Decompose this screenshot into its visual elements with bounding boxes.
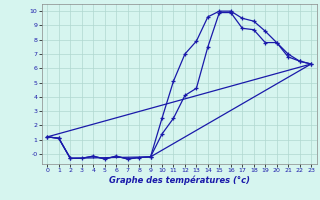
X-axis label: Graphe des températures (°c): Graphe des températures (°c) bbox=[109, 176, 250, 185]
